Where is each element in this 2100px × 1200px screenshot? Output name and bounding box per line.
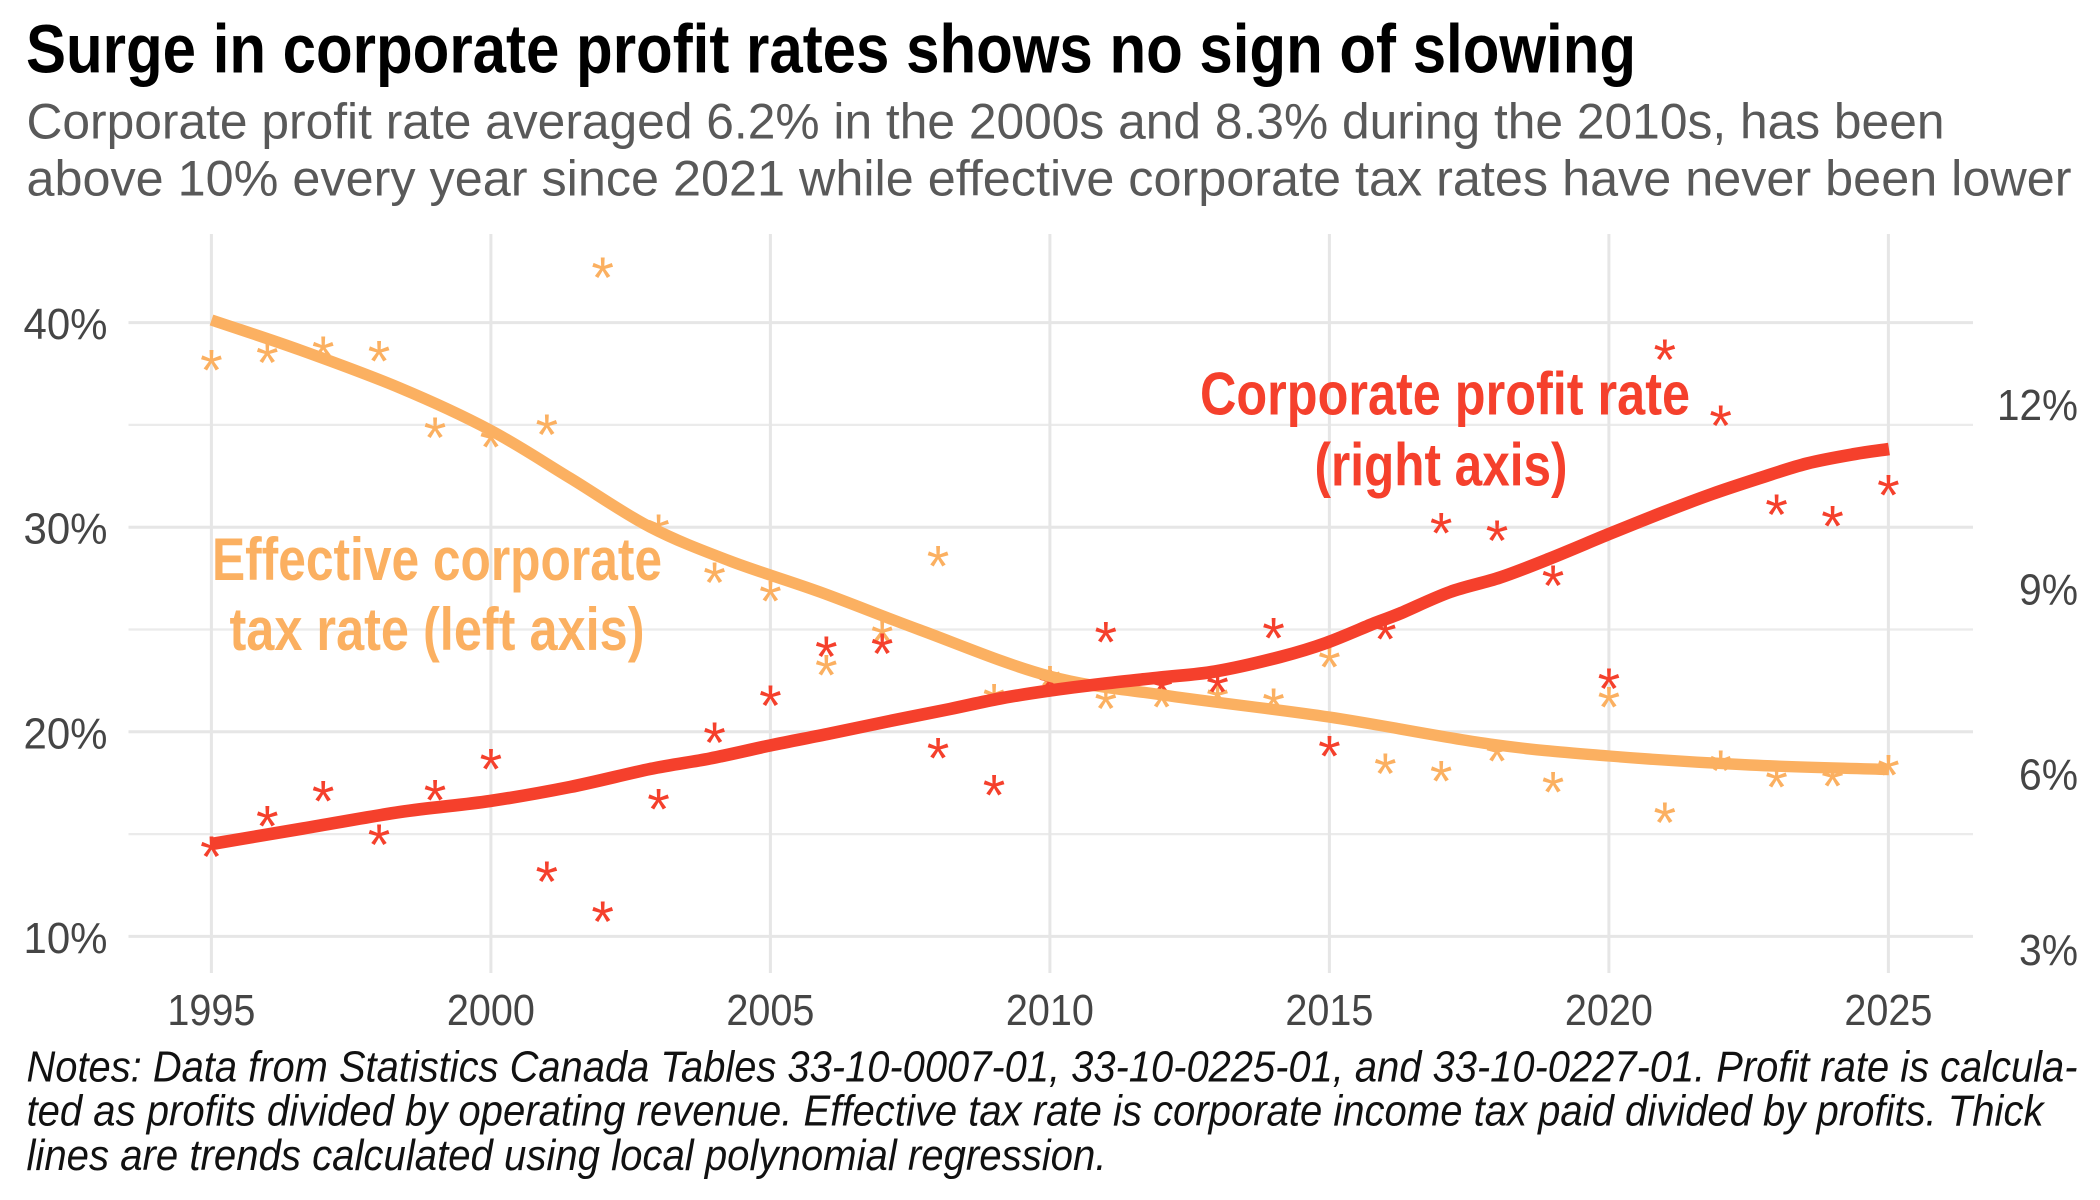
svg-text:*: * [1765, 483, 1788, 548]
svg-text:*: * [815, 643, 838, 708]
svg-text:2000: 2000 [447, 986, 535, 1035]
svg-text:*: * [1598, 676, 1621, 741]
svg-text:2020: 2020 [1565, 986, 1653, 1035]
svg-text:*: * [368, 813, 391, 878]
svg-text:10%: 10% [24, 914, 108, 963]
svg-text:*: * [759, 569, 782, 634]
svg-text:*: * [200, 338, 223, 403]
svg-text:*: * [1430, 502, 1453, 567]
svg-text:Effective corporate: Effective corporate [212, 526, 662, 593]
svg-text:Notes: Data from Statistics Ca: Notes: Data from Statistics Canada Table… [27, 1044, 2078, 1092]
svg-text:(right axis): (right axis) [1315, 432, 1568, 499]
svg-text:*: * [871, 622, 894, 687]
svg-text:*: * [536, 850, 559, 915]
svg-text:2025: 2025 [1844, 986, 1932, 1035]
svg-text:9%: 9% [2019, 565, 2078, 614]
svg-text:*: * [536, 403, 559, 468]
svg-text:2010: 2010 [1006, 986, 1094, 1035]
svg-text:*: * [591, 890, 614, 955]
svg-text:Surge in corporate profit rate: Surge in corporate profit rates shows no… [26, 11, 1636, 88]
svg-text:*: * [1542, 554, 1565, 619]
svg-text:6%: 6% [2019, 750, 2078, 799]
svg-text:*: * [1095, 611, 1118, 676]
svg-text:*: * [1654, 791, 1677, 856]
svg-text:Corporate profit rate: Corporate profit rate [1200, 361, 1690, 428]
svg-text:*: * [983, 764, 1006, 829]
svg-text:*: * [1709, 394, 1732, 459]
svg-text:Corporate profit rate averaged: Corporate profit rate averaged 6.2% in t… [27, 94, 1945, 150]
svg-text:*: * [1709, 739, 1732, 804]
svg-text:*: * [424, 406, 447, 471]
svg-text:*: * [1374, 742, 1397, 807]
svg-text:*: * [703, 551, 726, 616]
svg-text:*: * [871, 610, 894, 675]
svg-text:tax rate (left axis): tax rate (left axis) [230, 596, 645, 663]
svg-text:30%: 30% [24, 505, 108, 554]
svg-text:40%: 40% [24, 300, 108, 349]
svg-text:*: * [1542, 760, 1565, 825]
svg-text:1995: 1995 [167, 986, 255, 1035]
svg-text:*: * [1430, 749, 1453, 814]
svg-text:2015: 2015 [1285, 986, 1373, 1035]
svg-text:above 10% every year since 202: above 10% every year since 2021 while ef… [27, 150, 2072, 206]
svg-text:*: * [480, 738, 503, 803]
svg-text:*: * [1877, 464, 1900, 529]
svg-text:*: * [591, 246, 614, 311]
svg-text:*: * [424, 768, 447, 833]
svg-text:*: * [1654, 328, 1677, 393]
svg-text:*: * [1821, 494, 1844, 559]
svg-text:ted as profits divided by oper: ted as profits divided by operating reve… [27, 1088, 2046, 1136]
svg-text:*: * [1877, 743, 1900, 808]
svg-text:12%: 12% [1997, 381, 2078, 430]
svg-text:*: * [1318, 725, 1341, 790]
svg-text:20%: 20% [24, 709, 108, 758]
svg-text:*: * [1598, 657, 1621, 722]
svg-text:*: * [256, 331, 279, 396]
svg-text:*: * [647, 778, 670, 843]
svg-text:*: * [1486, 509, 1509, 574]
svg-text:*: * [703, 711, 726, 776]
svg-text:*: * [256, 794, 279, 859]
svg-text:*: * [1318, 635, 1341, 700]
svg-text:*: * [759, 674, 782, 739]
svg-text:*: * [927, 535, 950, 600]
svg-text:lines are trends calculated us: lines are trends calculated using local … [27, 1132, 1107, 1180]
svg-text:*: * [815, 625, 838, 690]
svg-text:*: * [200, 825, 223, 890]
svg-text:*: * [927, 727, 950, 792]
svg-text:3%: 3% [2019, 926, 2078, 975]
svg-text:2005: 2005 [726, 986, 814, 1035]
